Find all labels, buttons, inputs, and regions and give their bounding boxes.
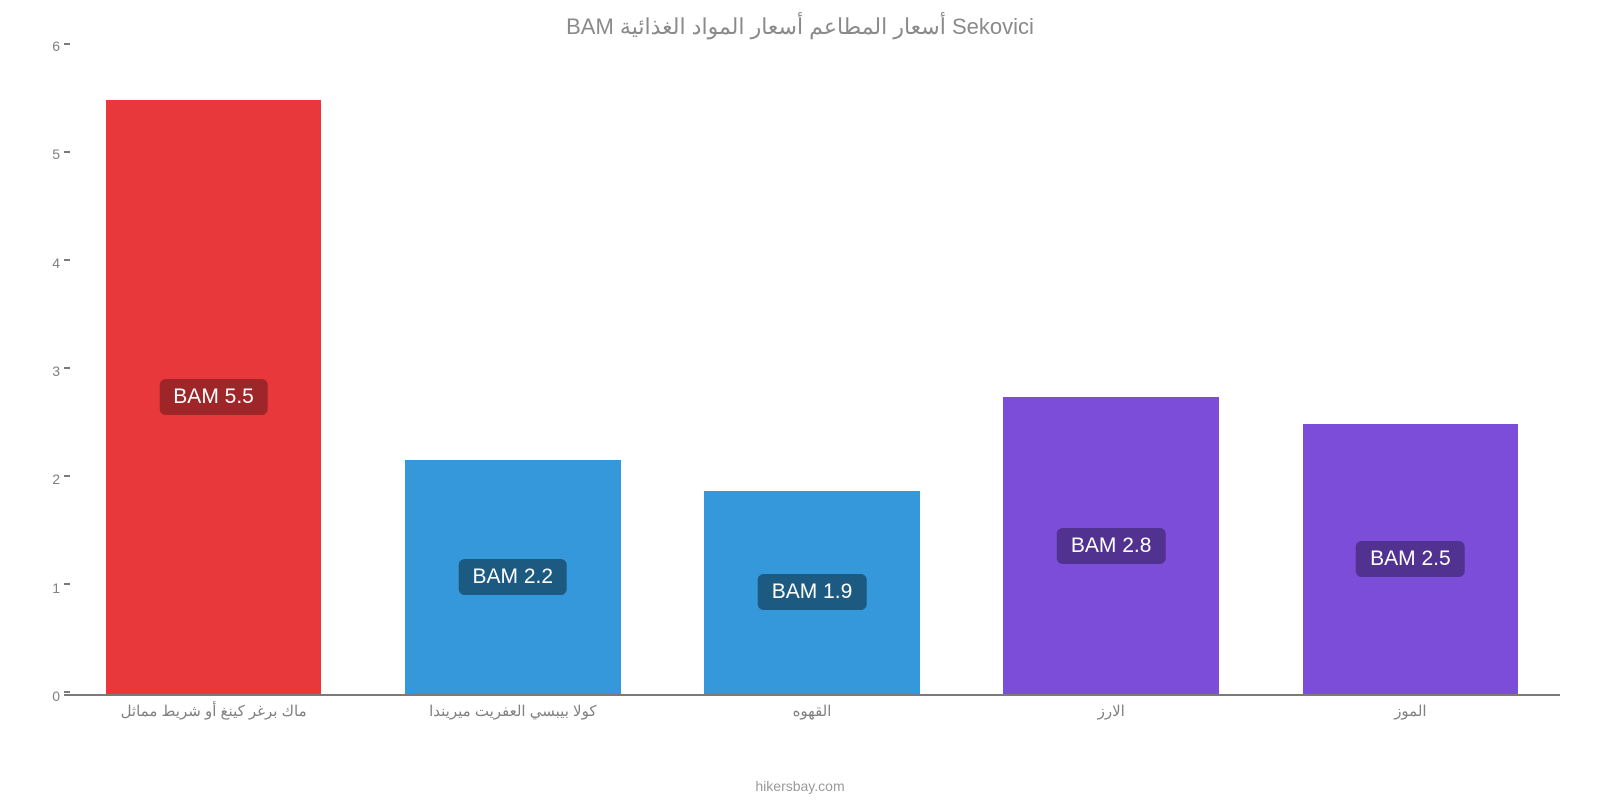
bar: BAM 5.5 bbox=[106, 100, 321, 694]
y-tick-label: 4 bbox=[38, 255, 60, 271]
y-tick-mark bbox=[64, 259, 70, 261]
y-tick-label: 5 bbox=[38, 146, 60, 162]
y-tick-mark bbox=[64, 43, 70, 45]
bar-value-label: BAM 5.5 bbox=[159, 379, 268, 415]
y-tick-label: 1 bbox=[38, 580, 60, 596]
x-category-label: كولا بيبسي العفريت ميريندا bbox=[429, 702, 596, 720]
plot-area: BAM 5.5 BAM 2.2 BAM 1.9 BAM 2.8 BAM 2.5 bbox=[64, 46, 1560, 696]
x-category-label: ماك برغر كينغ أو شريط مماثل bbox=[121, 702, 307, 720]
attribution: hikersbay.com bbox=[0, 778, 1600, 794]
y-tick-mark bbox=[64, 583, 70, 585]
y-tick-label: 2 bbox=[38, 471, 60, 487]
x-axis-labels: ماك برغر كينغ أو شريط مماثل كولا بيبسي ال… bbox=[64, 696, 1560, 726]
y-axis: 0123456 bbox=[40, 46, 64, 696]
chart-container: 0123456 BAM 5.5BAM 2.2BAM 1.9BAM 2.8BAM … bbox=[40, 46, 1560, 726]
bar: BAM 2.2 bbox=[405, 460, 620, 694]
y-tick-mark bbox=[64, 475, 70, 477]
bar-value-label: BAM 2.2 bbox=[459, 559, 568, 595]
y-tick-label: 6 bbox=[38, 38, 60, 54]
x-category-label: الموز bbox=[1394, 702, 1426, 720]
bar-value-label: BAM 2.5 bbox=[1356, 541, 1465, 577]
x-category-label: الارز bbox=[1098, 702, 1125, 720]
y-tick-label: 0 bbox=[38, 688, 60, 704]
bar: BAM 2.5 bbox=[1303, 424, 1518, 694]
chart-title: BAM أسعار المطاعم أسعار المواد الغذائية … bbox=[0, 0, 1600, 46]
bar: BAM 2.8 bbox=[1003, 397, 1218, 694]
bar: BAM 1.9 bbox=[704, 491, 919, 694]
y-tick-mark bbox=[64, 367, 70, 369]
x-category-label: القهوه bbox=[793, 702, 832, 720]
bar-value-label: BAM 1.9 bbox=[758, 574, 867, 610]
y-tick-mark bbox=[64, 151, 70, 153]
y-tick-label: 3 bbox=[38, 363, 60, 379]
y-tick-mark bbox=[64, 691, 70, 693]
bar-value-label: BAM 2.8 bbox=[1057, 528, 1166, 564]
